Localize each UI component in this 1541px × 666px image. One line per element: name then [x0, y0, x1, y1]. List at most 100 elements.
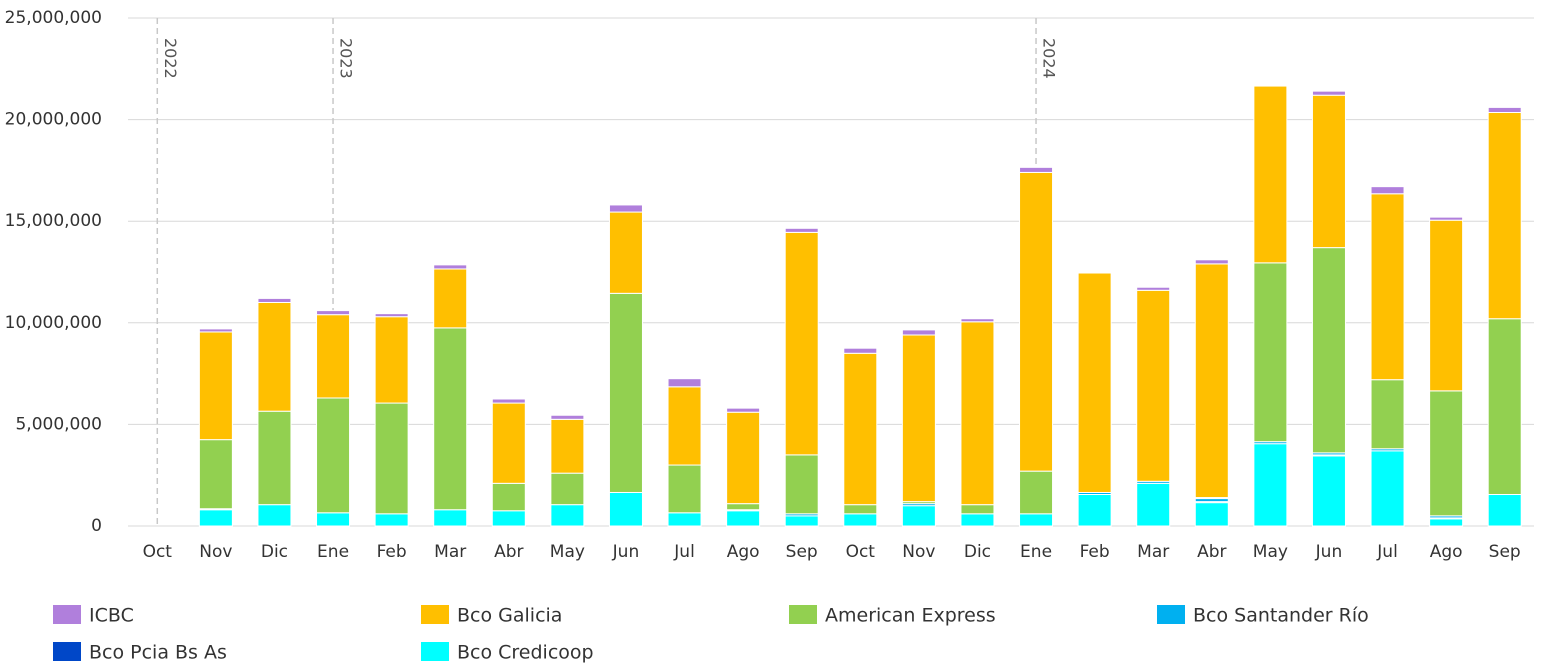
bar-segment: [1429, 390, 1464, 517]
y-tick-label: 15,000,000: [5, 211, 102, 231]
bar-segment: [843, 352, 878, 506]
bar-segment: [960, 513, 995, 527]
bar-segment: [491, 510, 526, 527]
y-tick-label: 25,000,000: [5, 8, 102, 28]
bar-segment: [316, 310, 351, 316]
bar-segment: [667, 512, 702, 527]
bar-segment: [257, 504, 292, 527]
legend-label: Bco Pcia Bs As: [89, 642, 227, 664]
bar-segment: [374, 316, 409, 404]
bar-segment: [491, 402, 526, 484]
x-tick-label: Jun: [612, 542, 640, 562]
bar-segment: [433, 264, 468, 270]
bar-segment: [257, 410, 292, 506]
x-tick-label: Dic: [964, 542, 991, 562]
bar-segment: [1253, 85, 1288, 264]
legend-label: American Express: [825, 605, 996, 627]
bar-segment: [198, 331, 233, 441]
bar-segment: [491, 398, 526, 404]
legend-swatch: [421, 642, 449, 661]
x-tick-label: Nov: [199, 542, 232, 562]
bar-segment: [433, 268, 468, 329]
bar-segment: [198, 509, 233, 527]
bar-segment: [784, 227, 819, 233]
bar-segment: [257, 301, 292, 412]
legend-label: Bco Galicia: [457, 605, 562, 627]
x-tick-label: Sep: [1489, 542, 1521, 562]
legend-swatch: [53, 605, 81, 624]
bar-segment: [316, 397, 351, 514]
x-tick-label: Ago: [727, 542, 760, 562]
bar-segment: [784, 515, 819, 527]
bar-segment: [608, 211, 643, 294]
bar-segment: [1370, 186, 1405, 195]
bar-segment: [608, 491, 643, 527]
bar-segment: [1077, 494, 1112, 527]
x-tick-label: Oct: [846, 542, 876, 562]
x-tick-label: Mar: [1137, 542, 1169, 562]
y-tick-label: 10,000,000: [5, 313, 102, 333]
x-tick-label: Oct: [143, 542, 173, 562]
bar-segment: [843, 504, 878, 515]
year-label: 2022: [161, 38, 180, 79]
bar-segment: [1194, 502, 1229, 527]
bar-segment: [550, 504, 585, 527]
bar-segment: [1487, 111, 1522, 320]
bar-segment: [1429, 518, 1464, 527]
bar-segment: [1019, 171, 1054, 472]
bar-segment: [1370, 450, 1405, 527]
bar-segment: [726, 407, 761, 413]
bar-segment: [726, 503, 761, 511]
bar-segment: [491, 482, 526, 512]
bar-segment: [433, 509, 468, 527]
x-tick-label: Abr: [1197, 542, 1226, 562]
bar-segment: [1429, 216, 1464, 221]
bar-segment: [1311, 90, 1346, 96]
x-tick-label: Sep: [786, 542, 818, 562]
legend-label: Bco Credicoop: [457, 642, 594, 664]
bar-segment: [667, 464, 702, 514]
bar-segment: [1077, 272, 1112, 493]
bar-segment: [843, 513, 878, 527]
bar-segment: [1311, 247, 1346, 454]
bar-segment: [1136, 286, 1171, 291]
bar-segment: [667, 386, 702, 466]
x-tick-label: Feb: [377, 542, 407, 562]
bar-segment: [960, 504, 995, 515]
legend-swatch: [421, 605, 449, 624]
x-tick-label: Jul: [1376, 542, 1398, 562]
bar-segment: [1194, 263, 1229, 499]
bar-segment: [960, 318, 995, 323]
x-tick-label: May: [550, 542, 585, 562]
bar-segment: [374, 513, 409, 527]
x-tick-label: Jun: [1315, 542, 1343, 562]
bar-segment: [374, 402, 409, 515]
legend-swatch: [789, 605, 817, 624]
bar-segment: [198, 439, 233, 510]
bar-segment: [316, 314, 351, 399]
y-tick-label: 0: [91, 516, 102, 536]
bar-segment: [608, 204, 643, 213]
legend-swatch: [53, 642, 81, 661]
bar-segment: [1487, 494, 1522, 527]
y-tick-label: 5,000,000: [15, 414, 102, 434]
x-tick-label: Nov: [902, 542, 935, 562]
bar-segment: [608, 292, 643, 493]
bar-segment: [960, 321, 995, 506]
bar-segment: [1019, 470, 1054, 515]
x-tick-label: Feb: [1080, 542, 1110, 562]
bar-segment: [1136, 289, 1171, 482]
bar-segment: [901, 329, 936, 336]
bar-segment: [1194, 259, 1229, 265]
bar-segment: [1311, 455, 1346, 527]
x-tick-label: Mar: [434, 542, 466, 562]
bar-segment: [667, 378, 702, 388]
bar-segment: [550, 418, 585, 474]
bar-segment: [726, 510, 761, 527]
x-tick-label: May: [1253, 542, 1288, 562]
bar-segment: [1311, 94, 1346, 249]
bar-segment: [257, 297, 292, 303]
legend-label: Bco Santander Río: [1193, 605, 1369, 627]
bar-segment: [784, 231, 819, 456]
